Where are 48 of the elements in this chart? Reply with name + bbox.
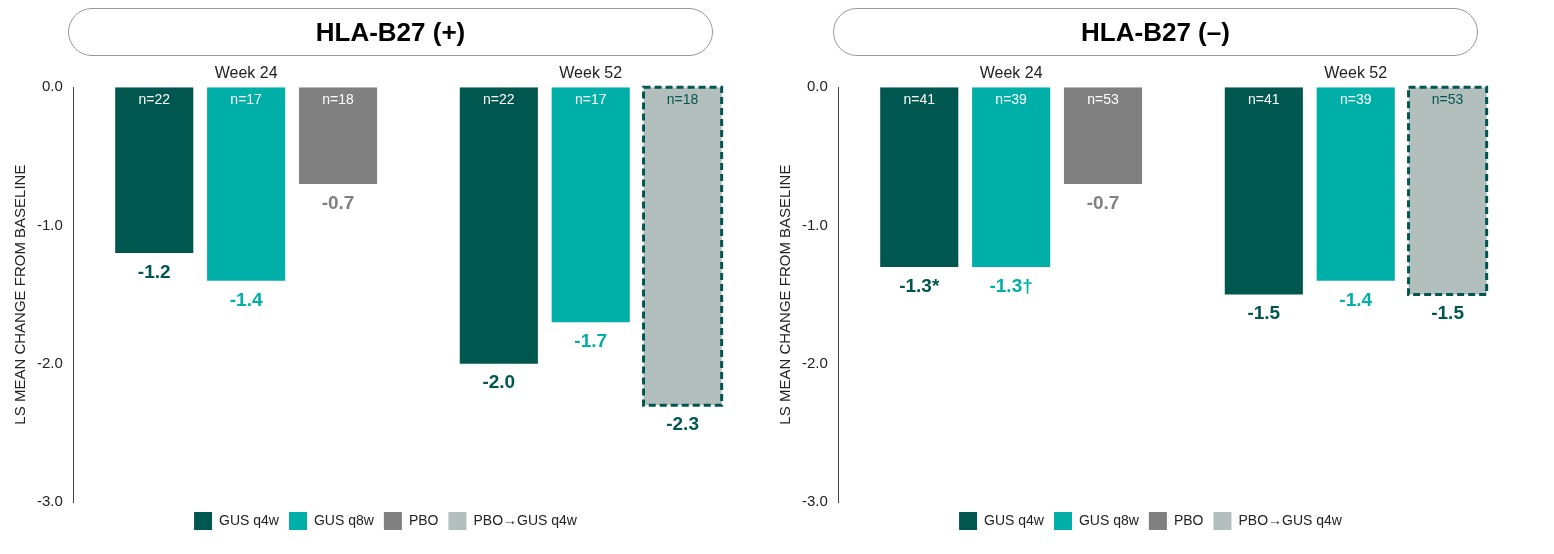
data-label: -2.0 bbox=[482, 371, 516, 393]
annotation: n=17 bbox=[574, 91, 607, 108]
data-label: -2.3 bbox=[666, 412, 699, 434]
data-label: -1.7 bbox=[574, 329, 608, 351]
chart-title: HLA-B27 (–) bbox=[833, 8, 1478, 56]
x-tick-label: Week 24 bbox=[214, 64, 278, 82]
data-label: -0.7 bbox=[1086, 191, 1120, 213]
y-tick-label: -3.0 bbox=[801, 492, 828, 510]
legend-label: PBO bbox=[408, 511, 439, 528]
legend-label: GUS q8w bbox=[313, 511, 375, 528]
data-label: -1.5 bbox=[1247, 302, 1281, 324]
y-tick-label: -3.0 bbox=[36, 492, 63, 510]
data-label: -1.3† bbox=[989, 274, 1033, 296]
data-label: -1.4 bbox=[1339, 288, 1373, 310]
legend-label: PBO→GUS q4w bbox=[1238, 511, 1343, 528]
data-label: -1.5 bbox=[1431, 302, 1465, 324]
y-tick-label: -1.0 bbox=[801, 215, 828, 233]
annotation: n=18 bbox=[666, 91, 699, 108]
data-label: -1.2 bbox=[137, 260, 171, 282]
legend-label: PBO bbox=[1173, 511, 1204, 528]
x-tick-label: Week 24 bbox=[979, 64, 1043, 82]
annotation: n=39 bbox=[1339, 91, 1372, 108]
y-axis-title: LS MEAN CHANGE FROM BASELINE bbox=[11, 164, 29, 425]
chart-title: HLA-B27 (+) bbox=[68, 8, 713, 56]
x-tick-label: Week 52 bbox=[1324, 64, 1388, 82]
y-tick-label: 0.0 bbox=[41, 77, 63, 95]
y-tick-label: 0.0 bbox=[806, 77, 828, 95]
annotation: n=17 bbox=[230, 91, 263, 108]
y-tick-label: -2.0 bbox=[801, 353, 828, 371]
x-tick-label: Week 52 bbox=[559, 64, 623, 82]
data-label: -0.7 bbox=[321, 191, 355, 213]
annotation: n=22 bbox=[138, 91, 171, 108]
annotation: n=22 bbox=[483, 91, 515, 108]
legend-label: GUS q8w bbox=[1078, 511, 1140, 528]
y-tick-label: -1.0 bbox=[36, 215, 63, 233]
annotation: n=41 bbox=[903, 91, 936, 108]
annotation: n=53 bbox=[1431, 91, 1464, 108]
annotation: n=41 bbox=[1248, 91, 1280, 108]
data-label: -1.4 bbox=[229, 288, 263, 310]
legend-label: GUS q4w bbox=[984, 511, 1045, 528]
y-axis-title: LS MEAN CHANGE FROM BASELINE bbox=[776, 164, 794, 425]
data-label: -1.3* bbox=[899, 274, 940, 296]
legend-label: PBO→GUS q4w bbox=[473, 511, 578, 528]
legend-label: GUS q4w bbox=[219, 511, 280, 528]
y-tick-label: -2.0 bbox=[36, 353, 63, 371]
annotation: n=53 bbox=[1087, 91, 1119, 108]
annotation: n=39 bbox=[995, 91, 1028, 108]
annotation: n=18 bbox=[322, 91, 354, 108]
